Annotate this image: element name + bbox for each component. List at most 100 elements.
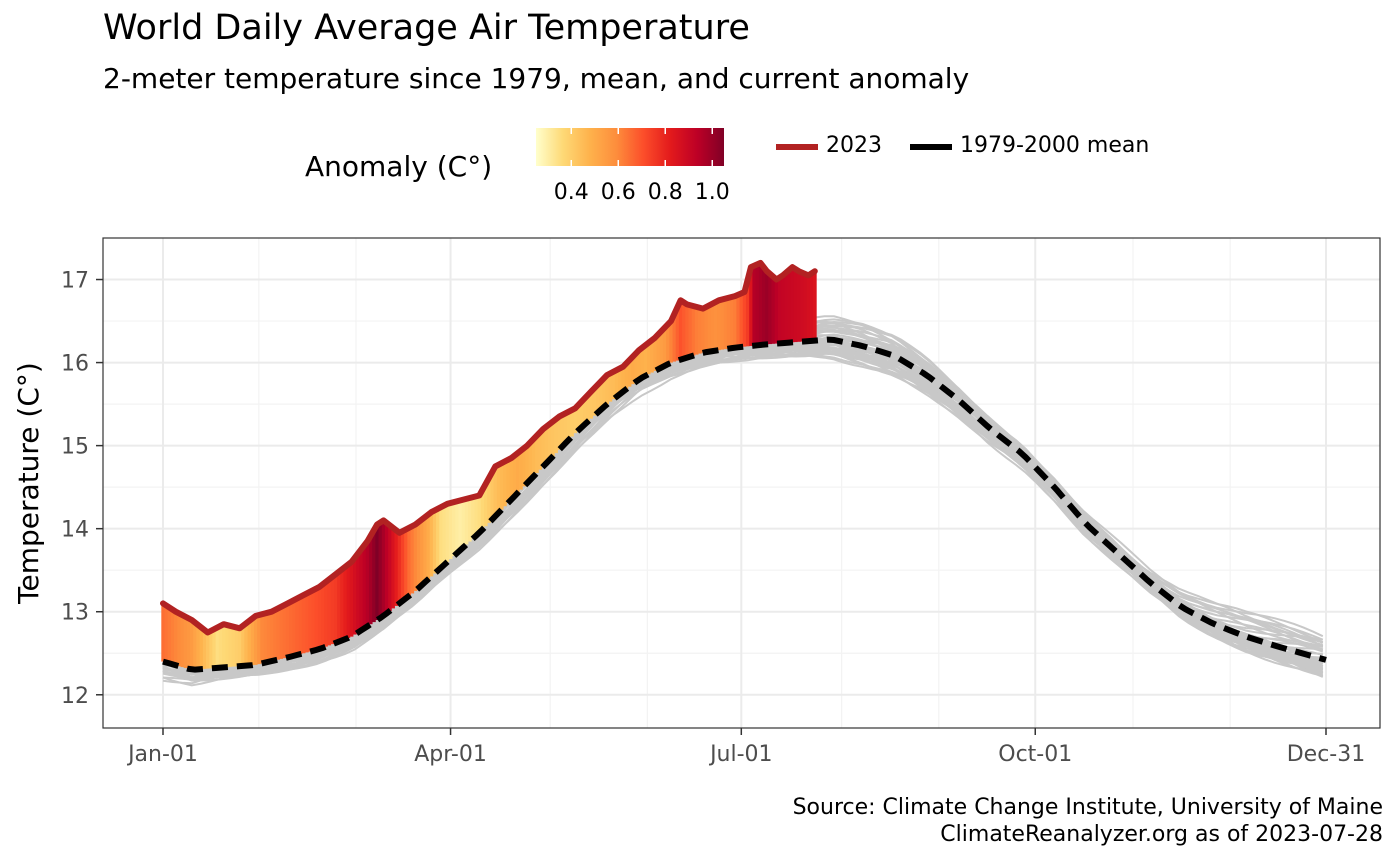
line-2023: [160, 259, 818, 636]
anomaly-bar: [726, 297, 731, 349]
anomaly-bar: [797, 271, 801, 342]
caption-source: Source: Climate Change Institute, Univer…: [792, 795, 1383, 820]
anomaly-bar: [707, 305, 712, 352]
anomaly-bar: [429, 512, 434, 577]
anomaly-bar: [586, 394, 590, 422]
anomaly-bar: [426, 514, 431, 580]
anomaly-bar: [269, 611, 274, 662]
anomaly-bar: [800, 272, 804, 342]
anomaly-bar: [308, 591, 312, 652]
anomaly-bar: [803, 273, 808, 342]
anomaly-bar: [394, 530, 399, 606]
anomaly-bar: [710, 303, 715, 352]
anomaly-bar: [602, 378, 606, 408]
anomaly-bar: [468, 497, 472, 542]
anomaly-bar: [576, 404, 581, 431]
anomaly-bar: [573, 408, 578, 434]
anomaly-bar: [618, 368, 622, 395]
anomaly-bar: [765, 271, 769, 345]
anomaly-bar: [733, 296, 737, 348]
anomaly-bar: [202, 630, 207, 669]
anomaly-bar: [742, 291, 747, 347]
y-axis-title: Temperature (C°): [12, 362, 45, 605]
anomaly-bar: [295, 598, 300, 655]
anomaly-bar: [177, 613, 181, 667]
anomaly-bar: [442, 505, 447, 565]
anomaly-bar: [292, 600, 296, 656]
anomaly-bar: [547, 424, 552, 460]
anomaly-bar: [503, 461, 507, 507]
anomaly-bar: [579, 401, 584, 428]
anomaly-bar: [244, 623, 248, 666]
anomaly-bar: [704, 306, 709, 353]
anomaly-bar: [493, 466, 498, 517]
anomaly-bar: [630, 356, 635, 385]
colorbar-tick-label: 0.8: [648, 180, 683, 205]
anomaly-bar: [515, 453, 520, 493]
anomaly-bar: [324, 581, 328, 647]
anomaly-bar: [487, 478, 491, 523]
anomaly-bar: [289, 601, 293, 657]
anomaly-bar: [215, 627, 220, 668]
anomaly-bar: [758, 262, 763, 345]
anomaly-bar: [499, 463, 504, 510]
anomaly-bar: [560, 414, 565, 447]
anomaly-bar: [685, 304, 689, 358]
historical-year-line: [162, 348, 1324, 682]
anomaly-bar: [455, 501, 459, 554]
anomaly-bar: [621, 366, 625, 392]
anomaly-bar: [544, 426, 549, 464]
anomaly-bar: [346, 564, 351, 638]
anomaly-bar: [637, 350, 641, 380]
anomaly-bar: [222, 624, 226, 668]
anomaly-bar: [343, 566, 348, 640]
anomaly-bar: [301, 595, 306, 654]
anomaly-bar: [541, 429, 546, 467]
anomaly-bar: [180, 615, 185, 668]
legend-label-mean: 1979-2000 mean: [960, 133, 1150, 158]
anomaly-bar: [164, 605, 169, 663]
anomaly-bar: [193, 622, 197, 670]
anomaly-bar: [643, 345, 648, 376]
anomaly-bar: [538, 432, 542, 470]
legend-label-2023: 2023: [826, 133, 882, 158]
anomaly-bar: [624, 363, 629, 390]
anomaly-bar: [231, 626, 236, 667]
anomaly-bar: [653, 337, 657, 371]
anomaly-bar: [694, 306, 699, 355]
anomaly-bar: [646, 342, 651, 375]
anomaly-bar: [755, 264, 760, 346]
anomaly-bar: [599, 381, 603, 410]
anomaly-bar: [378, 522, 383, 618]
anomaly-bar: [183, 616, 188, 669]
anomaly-bar: [413, 524, 418, 591]
anomaly-bar: [206, 632, 210, 669]
x-tick-label: Oct-01: [998, 742, 1072, 767]
anomaly-bar: [659, 331, 664, 368]
anomaly-bar: [199, 627, 204, 670]
anomaly-bar: [337, 571, 341, 642]
anomaly-bar: [768, 273, 772, 345]
anomaly-bar: [813, 271, 817, 341]
anomaly-bar: [589, 391, 594, 419]
anomaly-bar: [439, 507, 443, 568]
anomaly-bar: [212, 629, 217, 669]
anomaly-bar: [656, 334, 661, 370]
anomaly-bar: [225, 625, 229, 668]
chart-subtitle: 2-meter temperature since 1979, mean, an…: [103, 62, 970, 95]
anomaly-bar: [436, 508, 440, 571]
anomaly-bar: [614, 370, 619, 397]
caption-date: ClimateReanalyzer.org as of 2023-07-28: [940, 822, 1383, 847]
anomaly-bar: [771, 276, 776, 344]
x-tick-label: Apr-01: [414, 742, 487, 767]
anomaly-bar: [806, 275, 811, 342]
anomaly-bar: [314, 588, 319, 650]
anomaly-bar: [720, 299, 725, 350]
y-tick-label: 13: [61, 601, 89, 626]
anomaly-bar: [774, 279, 779, 344]
anomaly-bar: [611, 371, 616, 400]
anomaly-bar: [640, 347, 645, 378]
anomaly-bar: [330, 576, 335, 645]
anomaly-bar: [506, 459, 510, 503]
anomaly-bar: [384, 522, 389, 614]
